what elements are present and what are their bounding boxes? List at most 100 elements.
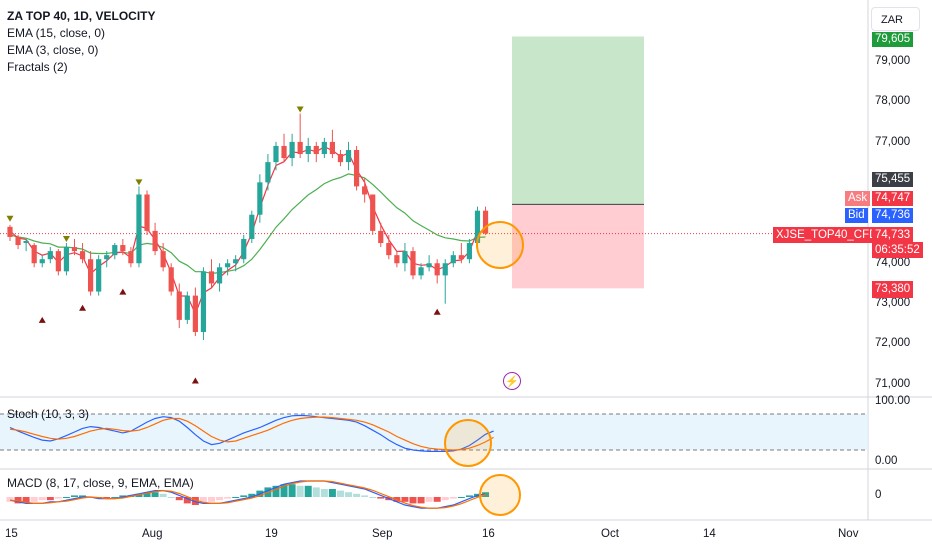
- last-price-tag: 74,733: [872, 227, 914, 243]
- candle-body: [200, 271, 207, 333]
- highlight-circle: [476, 221, 524, 269]
- candle-body: [474, 210, 481, 244]
- macd-histogram-bar: [119, 495, 127, 497]
- bid-label: Bid: [845, 208, 868, 223]
- macd-histogram-bar: [312, 487, 320, 497]
- macd-histogram-bar: [320, 489, 328, 497]
- candle-body: [176, 291, 182, 320]
- candle-body: [192, 295, 198, 333]
- macd-histogram-bar: [280, 484, 288, 497]
- candle-body: [297, 141, 303, 155]
- candle-body: [225, 263, 231, 268]
- candle-body: [216, 267, 223, 284]
- candle-body: [168, 267, 174, 292]
- macd-histogram-bar: [433, 497, 441, 502]
- candle-body: [321, 141, 327, 155]
- price-axis-label: 72,000: [875, 337, 911, 349]
- price-axis-label: 73,000: [875, 297, 911, 309]
- candle-body: [71, 247, 78, 252]
- macd-histogram-bar: [353, 493, 361, 497]
- macd-histogram-bar: [70, 495, 78, 497]
- fractal-up-marker: [6, 215, 14, 222]
- candle-body: [249, 214, 255, 239]
- macd-histogram-bar: [449, 497, 457, 499]
- candle-body: [410, 251, 416, 276]
- ema-lines: [9, 146, 486, 316]
- macd-histogram-bar: [54, 497, 62, 499]
- date-label: 14: [703, 528, 716, 540]
- date-label: Sep: [372, 528, 393, 540]
- highlight-circle: [479, 474, 521, 516]
- fractal-down-marker: [38, 316, 46, 323]
- lightning-icon[interactable]: ⚡: [503, 372, 521, 390]
- fractal-down-marker: [119, 288, 127, 295]
- candle-body: [31, 245, 37, 264]
- macd-histogram-bar: [288, 484, 296, 497]
- stoch-band: [0, 414, 868, 450]
- macd-histogram-bar: [465, 495, 473, 497]
- macd-histogram-bar: [336, 490, 344, 497]
- target-price-tag: 79,605: [872, 32, 914, 47]
- candle-body: [88, 259, 94, 292]
- macd-histogram-bar: [62, 497, 70, 498]
- macd-histogram-bar: [441, 497, 449, 501]
- legend-ema15[interactable]: EMA (15, close, 0): [7, 26, 106, 40]
- chart-legend: ZA TOP 40, 1D, VELOCITY EMA (15, close, …: [7, 8, 155, 76]
- candle-body: [362, 186, 368, 195]
- macd-histogram-bar: [183, 497, 191, 504]
- ask-label: Ask: [845, 191, 871, 206]
- macd-histogram-bar: [457, 497, 465, 498]
- macd-label[interactable]: MACD (8, 17, close, 9, EMA, EMA): [7, 476, 194, 490]
- macd-histogram-bar: [6, 497, 14, 502]
- candle-body: [313, 145, 319, 155]
- legend-fractals[interactable]: Fractals (2): [7, 60, 68, 74]
- date-label: 16: [482, 528, 495, 540]
- macd-histogram-bar: [46, 497, 54, 501]
- candle-body: [112, 245, 118, 256]
- macd-histogram-bar: [103, 497, 111, 499]
- price-axis-label: 79,000: [875, 55, 911, 67]
- macd-histogram-bar: [216, 497, 224, 501]
- macd-histogram-bar: [296, 485, 304, 497]
- candle-body: [7, 226, 13, 237]
- macd-histogram-bar: [30, 497, 38, 502]
- stoch-label[interactable]: Stoch (10, 3, 3): [7, 407, 90, 421]
- stoch-axis-label: 0.00: [875, 455, 898, 467]
- macd-histogram-bar: [38, 497, 46, 501]
- legend-ema3[interactable]: EMA (3, close, 0): [7, 43, 99, 57]
- macd-axis-label: 0: [875, 489, 882, 501]
- candle-body: [458, 255, 464, 260]
- symbol-title[interactable]: ZA TOP 40, 1D, VELOCITY: [7, 9, 156, 23]
- macd-histogram-bar: [151, 492, 159, 497]
- fractal-up-marker: [135, 179, 143, 186]
- candle-body: [466, 243, 473, 260]
- highlight-circles: [444, 221, 524, 516]
- macd-histogram-bar: [159, 493, 167, 497]
- macd-histogram-bar: [409, 497, 417, 504]
- macd-pane: [6, 480, 490, 509]
- macd-histogram-bar: [167, 497, 175, 498]
- fractal-markers: [6, 106, 441, 384]
- stoch-d-line: [9, 416, 494, 451]
- price-axis-label: 74,000: [875, 257, 911, 269]
- candle-body: [47, 251, 53, 260]
- candle-body: [257, 182, 263, 215]
- macd-signal-line: [9, 480, 486, 509]
- candle-body: [120, 245, 126, 252]
- macd-histogram-bar: [240, 495, 248, 497]
- macd-histogram-bar: [79, 495, 87, 497]
- macd-histogram-bar: [272, 485, 280, 497]
- candle-body: [39, 259, 45, 264]
- macd-histogram-bar: [369, 497, 377, 498]
- candle-body: [378, 230, 384, 244]
- target-zone: [512, 36, 644, 205]
- macd-histogram-bar: [224, 497, 232, 499]
- macd-histogram-bar: [191, 497, 199, 505]
- candle-body: [442, 263, 448, 276]
- candle-body: [265, 162, 271, 183]
- candle-body: [426, 263, 432, 268]
- currency-button[interactable]: ZAR: [871, 7, 920, 31]
- candle-body: [136, 194, 142, 264]
- fractal-up-marker: [62, 235, 70, 242]
